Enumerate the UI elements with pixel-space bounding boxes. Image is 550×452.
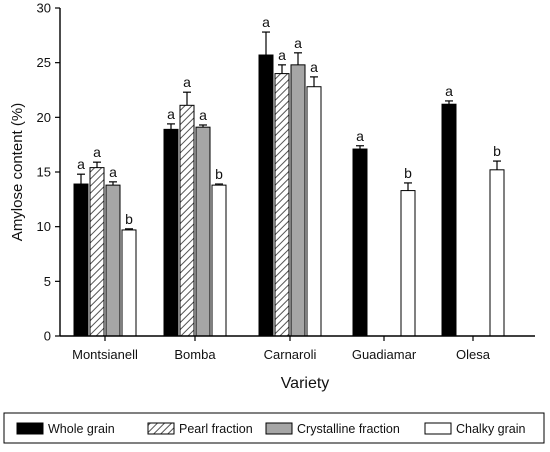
y-tick-label: 25	[37, 55, 51, 70]
significance-letter: a	[445, 83, 453, 99]
axes: 0 5 10 15 20 25 30 Montsianell Bomba Carnaroli Gua…	[37, 1, 535, 362]
significance-letter: a	[167, 106, 175, 122]
bar-chalky-grain	[121, 229, 137, 337]
y-tick-label: 20	[37, 110, 51, 125]
legend-swatch	[424, 422, 452, 435]
y-tick-label: 30	[37, 1, 51, 16]
y-tick-label: 10	[37, 219, 51, 234]
significance-letter: a	[109, 164, 117, 180]
bar-chalky-grain	[306, 86, 322, 337]
significance-letter: a	[278, 47, 286, 63]
legend-label: Chalky grain	[456, 422, 526, 436]
bar-whole-grain	[163, 128, 179, 337]
significance-letter: a	[93, 144, 101, 160]
x-tick-label: Bomba	[174, 347, 216, 362]
y-tick-label: 0	[44, 329, 51, 344]
bar-crystalline-fraction	[195, 126, 211, 337]
significance-letter: a	[310, 59, 318, 75]
y-axis-title: Amylose content (%)	[9, 103, 26, 241]
legend-swatch	[265, 422, 293, 435]
legend-label: Pearl fraction	[179, 422, 253, 436]
x-tick-label: Montsianell	[72, 347, 138, 362]
x-axis-title: Variety	[281, 375, 330, 392]
significance-letter: a	[183, 74, 191, 90]
bar-crystalline-fraction	[105, 184, 121, 337]
legend-swatch	[16, 422, 44, 435]
bar-chalky-grain	[211, 184, 227, 337]
bar-whole-grain	[258, 54, 274, 337]
x-tick-label: Olesa	[456, 347, 491, 362]
significance-letter: b	[404, 165, 412, 181]
bar-whole-grain	[441, 103, 457, 337]
significance-letter: a	[199, 107, 207, 123]
significance-letter: a	[77, 156, 85, 172]
significance-letter: b	[215, 166, 223, 182]
bar-crystalline-fraction	[290, 64, 306, 337]
bar-whole-grain	[352, 148, 368, 337]
bar-pearl-fraction	[179, 104, 195, 337]
legend-label: Crystalline fraction	[297, 422, 400, 436]
legend: Whole grain Pearl fraction Crystalline fra…	[3, 412, 545, 444]
x-tick-label: Carnaroli	[264, 347, 317, 362]
bar-whole-grain	[73, 183, 89, 337]
y-tick-label: 15	[37, 165, 51, 180]
y-tick-label: 5	[44, 274, 51, 289]
significance-letter: b	[125, 211, 133, 227]
significance-letter: a	[356, 128, 364, 144]
significance-letter: a	[262, 14, 270, 30]
legend-swatch	[147, 422, 175, 435]
significance-letter: b	[493, 143, 501, 159]
bar-pearl-fraction	[274, 73, 290, 337]
legend-label: Whole grain	[48, 422, 115, 436]
significance-letter: a	[294, 35, 302, 51]
bar-pearl-fraction	[89, 167, 105, 337]
bar-chalky-grain	[489, 169, 505, 337]
bar-chalky-grain	[400, 190, 416, 337]
x-tick-label: Guadiamar	[352, 347, 417, 362]
